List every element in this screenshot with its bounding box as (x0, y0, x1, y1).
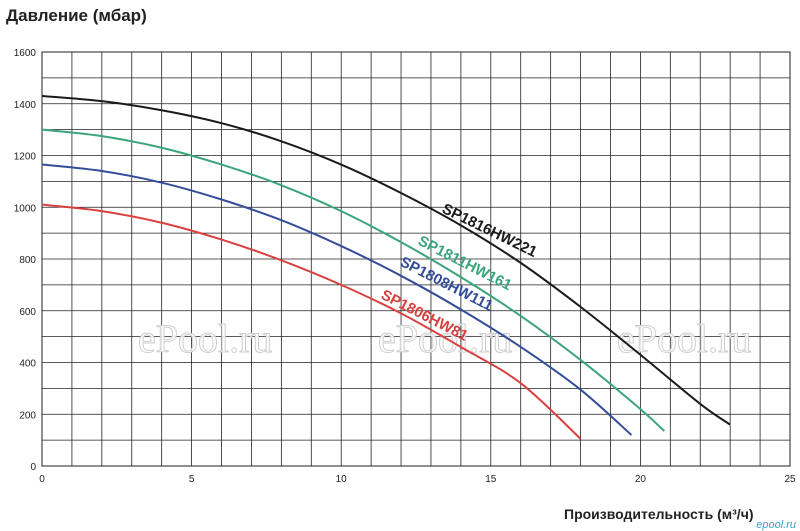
series-line-sp1808hw111 (41, 163, 633, 436)
y-tick-label: 0 (30, 462, 36, 473)
watermark-text: ePool.ru (378, 316, 512, 361)
y-tick-label: 200 (19, 410, 36, 421)
y-tick-label: 1200 (14, 152, 37, 163)
x-axis-title: Производительность (м³/ч) (564, 506, 754, 522)
y-axis-title: Давление (мбар) (6, 6, 147, 25)
y-tick-label: 800 (19, 255, 36, 266)
x-tick-label: 15 (485, 474, 497, 485)
y-tick-label: 1400 (14, 100, 37, 111)
y-tick-label: 400 (19, 359, 36, 370)
axes (41, 51, 791, 467)
x-tick-label: 10 (336, 474, 348, 485)
corner-logo: epool.ru (756, 519, 796, 531)
tick-labels: 0 5 10 15 20 25 0 200 400 600 800 1000 1200 1400 1600 (14, 48, 796, 485)
grid (41, 51, 791, 467)
x-tick-label: 20 (635, 474, 647, 485)
series-line-sp1816hw221 (41, 94, 731, 426)
watermark-text: ePool.ru (138, 316, 272, 361)
x-tick-label: 0 (39, 474, 45, 485)
y-tick-label: 1000 (14, 203, 37, 214)
watermark-text: ePool.ru (617, 316, 751, 361)
series-line-sp1811hw161 (41, 128, 666, 432)
y-tick-label: 600 (19, 307, 36, 318)
x-tick-label: 25 (784, 474, 796, 485)
series-lines (41, 94, 731, 440)
plot-frame (41, 51, 791, 467)
series-line-sp1806hw81 (41, 203, 582, 440)
x-tick-label: 5 (189, 474, 195, 485)
y-tick-label: 1600 (14, 48, 37, 59)
